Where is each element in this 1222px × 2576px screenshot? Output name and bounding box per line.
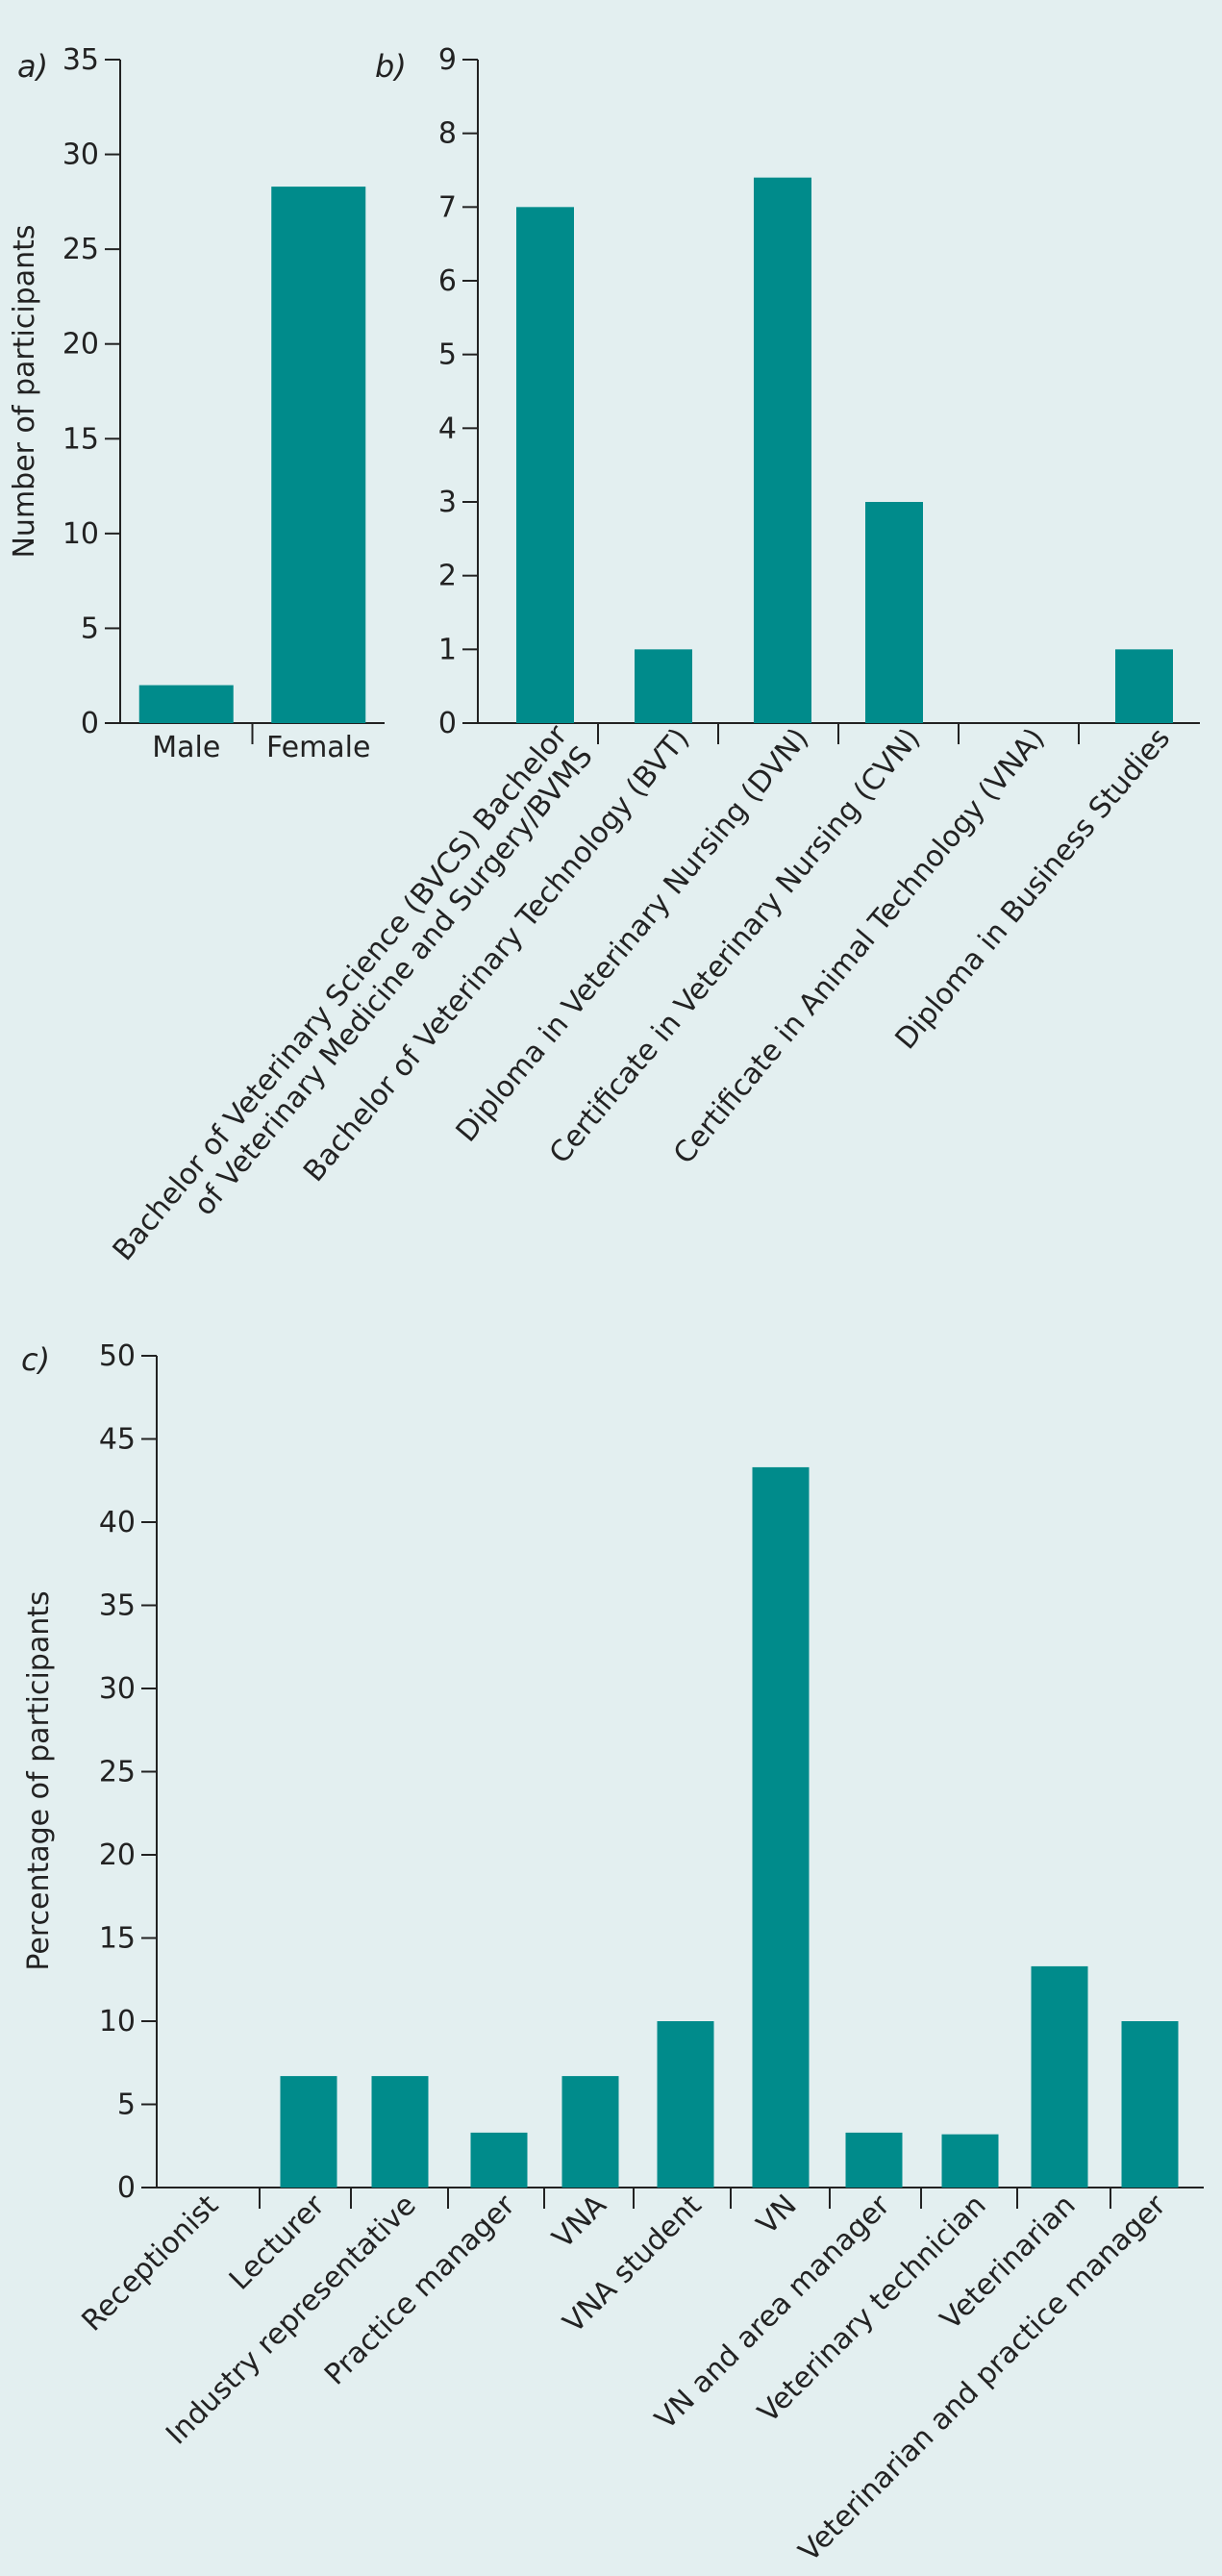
y-tick-label: 20 <box>99 1838 136 1872</box>
y-axis-title: Number of participants <box>8 224 41 558</box>
bar <box>657 2021 714 2188</box>
x-tick-label: Receptionist <box>75 2188 225 2338</box>
y-tick-label: 30 <box>99 1672 136 1706</box>
y-tick-label: 25 <box>62 233 99 266</box>
y-tick-label: 5 <box>438 338 457 372</box>
chart-panel-b: b) 0 1 2 3 4 5 6 7 8 9 Bachelor of Veterinary Scien… <box>107 43 1200 1288</box>
bar <box>516 207 574 724</box>
bar <box>470 2132 528 2188</box>
y-tick-label: 15 <box>62 422 99 456</box>
x-tick-label: Practice manager <box>318 2188 522 2391</box>
x-tick-label: VNA <box>546 2188 613 2256</box>
bar <box>1031 1965 1088 2188</box>
y-tick-label: 45 <box>99 1423 136 1457</box>
chart-panel-a: a) 0 5 10 15 20 25 30 35 Number of participants Ma… <box>8 43 385 764</box>
y-tick-label: 10 <box>62 517 99 551</box>
y-tick-label: 8 <box>438 117 457 151</box>
bar <box>561 2076 619 2188</box>
y-tick-label: 20 <box>62 328 99 362</box>
bar <box>1115 649 1173 723</box>
x-tick-label: Male <box>152 731 220 764</box>
bar <box>845 2132 903 2188</box>
bar <box>635 649 692 723</box>
y-tick-label: 40 <box>99 1506 136 1539</box>
y-tick-label: 5 <box>81 612 99 645</box>
panel-letter: b) <box>375 48 407 85</box>
x-tick-label: Diploma in Business Studies <box>889 722 1178 1057</box>
x-tick-label: VN <box>751 2188 804 2241</box>
y-tick-label: 30 <box>62 138 99 172</box>
y-tick-label: 35 <box>99 1589 136 1623</box>
x-tick-label-line: Bachelor of Veterinary Science (BVCS) Ba… <box>107 718 575 1267</box>
x-tick-label: Female <box>266 731 370 764</box>
bar <box>371 2076 429 2188</box>
y-tick-label: 25 <box>99 1756 136 1789</box>
y-tick-label: 0 <box>117 2171 136 2205</box>
y-tick-label: 50 <box>99 1339 136 1373</box>
y-axis-title: Percentage of participants <box>22 1590 56 1970</box>
panel-letter: c) <box>21 1341 50 1378</box>
bar <box>941 2134 999 2188</box>
panel-letter: a) <box>17 48 48 85</box>
bar <box>865 502 923 723</box>
bar <box>271 187 366 724</box>
y-tick-label: 2 <box>438 560 457 593</box>
x-tick-label-line: of Veterinary Medicine and Surgery/BVMS <box>187 740 600 1222</box>
bar <box>754 177 811 723</box>
bar <box>1121 2021 1179 2188</box>
y-tick-label: 35 <box>62 43 99 77</box>
y-tick-label: 1 <box>438 633 457 666</box>
y-tick-label: 15 <box>99 1922 136 1956</box>
y-tick-label: 0 <box>438 707 457 740</box>
y-tick-label: 7 <box>438 190 457 224</box>
y-tick-label: 9 <box>438 43 457 77</box>
bar <box>752 1466 810 2188</box>
x-tick-label: Bachelor of Veterinary Science (BVCS) Ba… <box>107 718 601 1288</box>
y-tick-label: 10 <box>99 2005 136 2038</box>
y-tick-label: 3 <box>438 486 457 519</box>
y-tick-label: 4 <box>438 412 457 445</box>
y-tick-label: 6 <box>438 264 457 298</box>
bar <box>138 685 234 723</box>
y-tick-label: 0 <box>81 707 99 740</box>
chart-panel-c: c) 0 5 10 15 20 25 30 35 40 45 50 Percentage of part… <box>21 1339 1204 2568</box>
bar <box>280 2076 337 2188</box>
y-tick-label: 5 <box>117 2088 136 2122</box>
